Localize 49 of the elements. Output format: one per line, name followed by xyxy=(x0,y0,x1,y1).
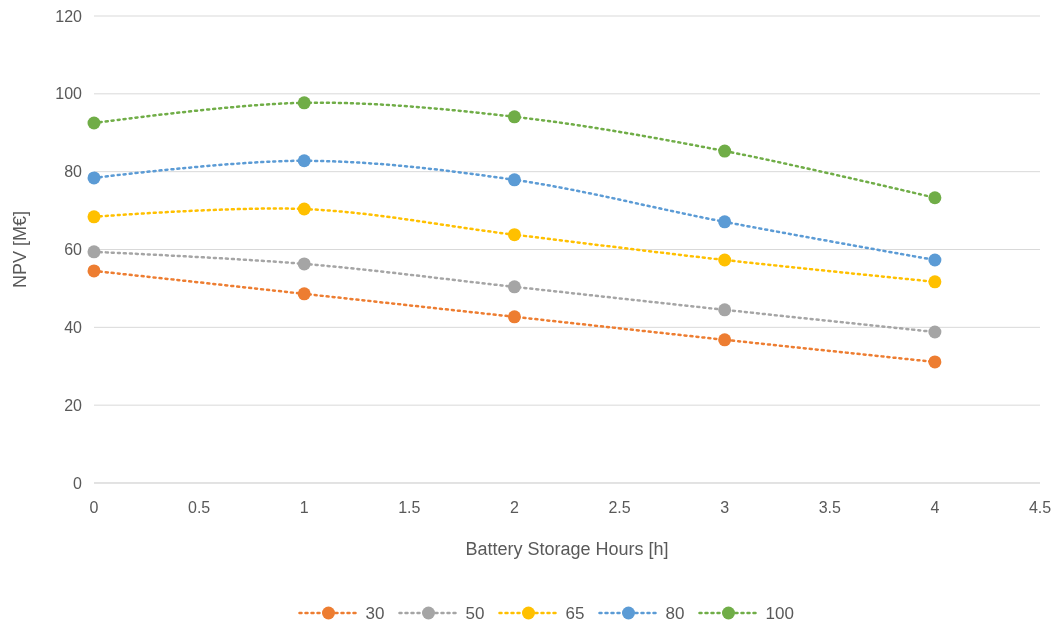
x-tick-label: 0.5 xyxy=(187,499,211,516)
y-tick-label: 20 xyxy=(64,396,83,414)
point xyxy=(718,215,732,229)
point xyxy=(297,287,311,301)
y-axis-title: NPV [M€] xyxy=(10,210,30,289)
point xyxy=(87,171,101,185)
y-tick-label: 40 xyxy=(64,318,83,336)
point xyxy=(928,275,942,289)
legend-label: 80 xyxy=(665,603,685,623)
point xyxy=(928,253,942,267)
legend-label: 50 xyxy=(465,603,485,623)
point xyxy=(507,173,521,187)
x-tick-label: 2 xyxy=(509,499,519,516)
point xyxy=(297,96,311,110)
point xyxy=(297,202,311,216)
legend-label: 65 xyxy=(565,603,585,623)
point xyxy=(87,245,101,259)
x-tick-label: 2.5 xyxy=(608,499,631,516)
point xyxy=(718,303,732,317)
point xyxy=(718,144,732,158)
x-tick-label: 3.5 xyxy=(818,499,841,516)
x-axis-title: Battery Storage Hours [h] xyxy=(465,539,669,559)
point xyxy=(507,280,521,294)
legend-label: 100 xyxy=(765,603,794,623)
point xyxy=(718,253,732,267)
x-tick-label: 3 xyxy=(720,499,730,516)
x-tick-label: 4 xyxy=(930,499,940,516)
point xyxy=(507,228,521,242)
point xyxy=(507,310,521,324)
legend-label: 30 xyxy=(365,603,385,623)
point xyxy=(297,257,311,271)
y-tick-label: 100 xyxy=(55,85,83,103)
point xyxy=(87,210,101,224)
y-tick-label: 0 xyxy=(73,474,83,492)
point xyxy=(87,264,101,278)
point xyxy=(297,154,311,168)
point xyxy=(718,333,732,347)
point xyxy=(928,325,942,339)
point xyxy=(928,191,942,205)
point xyxy=(928,355,942,369)
y-tick-label: 80 xyxy=(64,163,83,181)
x-tick-label: 0 xyxy=(89,499,99,516)
y-tick-label: 60 xyxy=(64,241,83,259)
point xyxy=(507,110,521,124)
x-tick-label: 1 xyxy=(299,499,309,516)
y-tick-label: 120 xyxy=(55,7,83,25)
point xyxy=(87,116,101,130)
x-tick-label: 1.5 xyxy=(398,499,421,516)
x-tick-label: 4.5 xyxy=(1028,499,1052,516)
